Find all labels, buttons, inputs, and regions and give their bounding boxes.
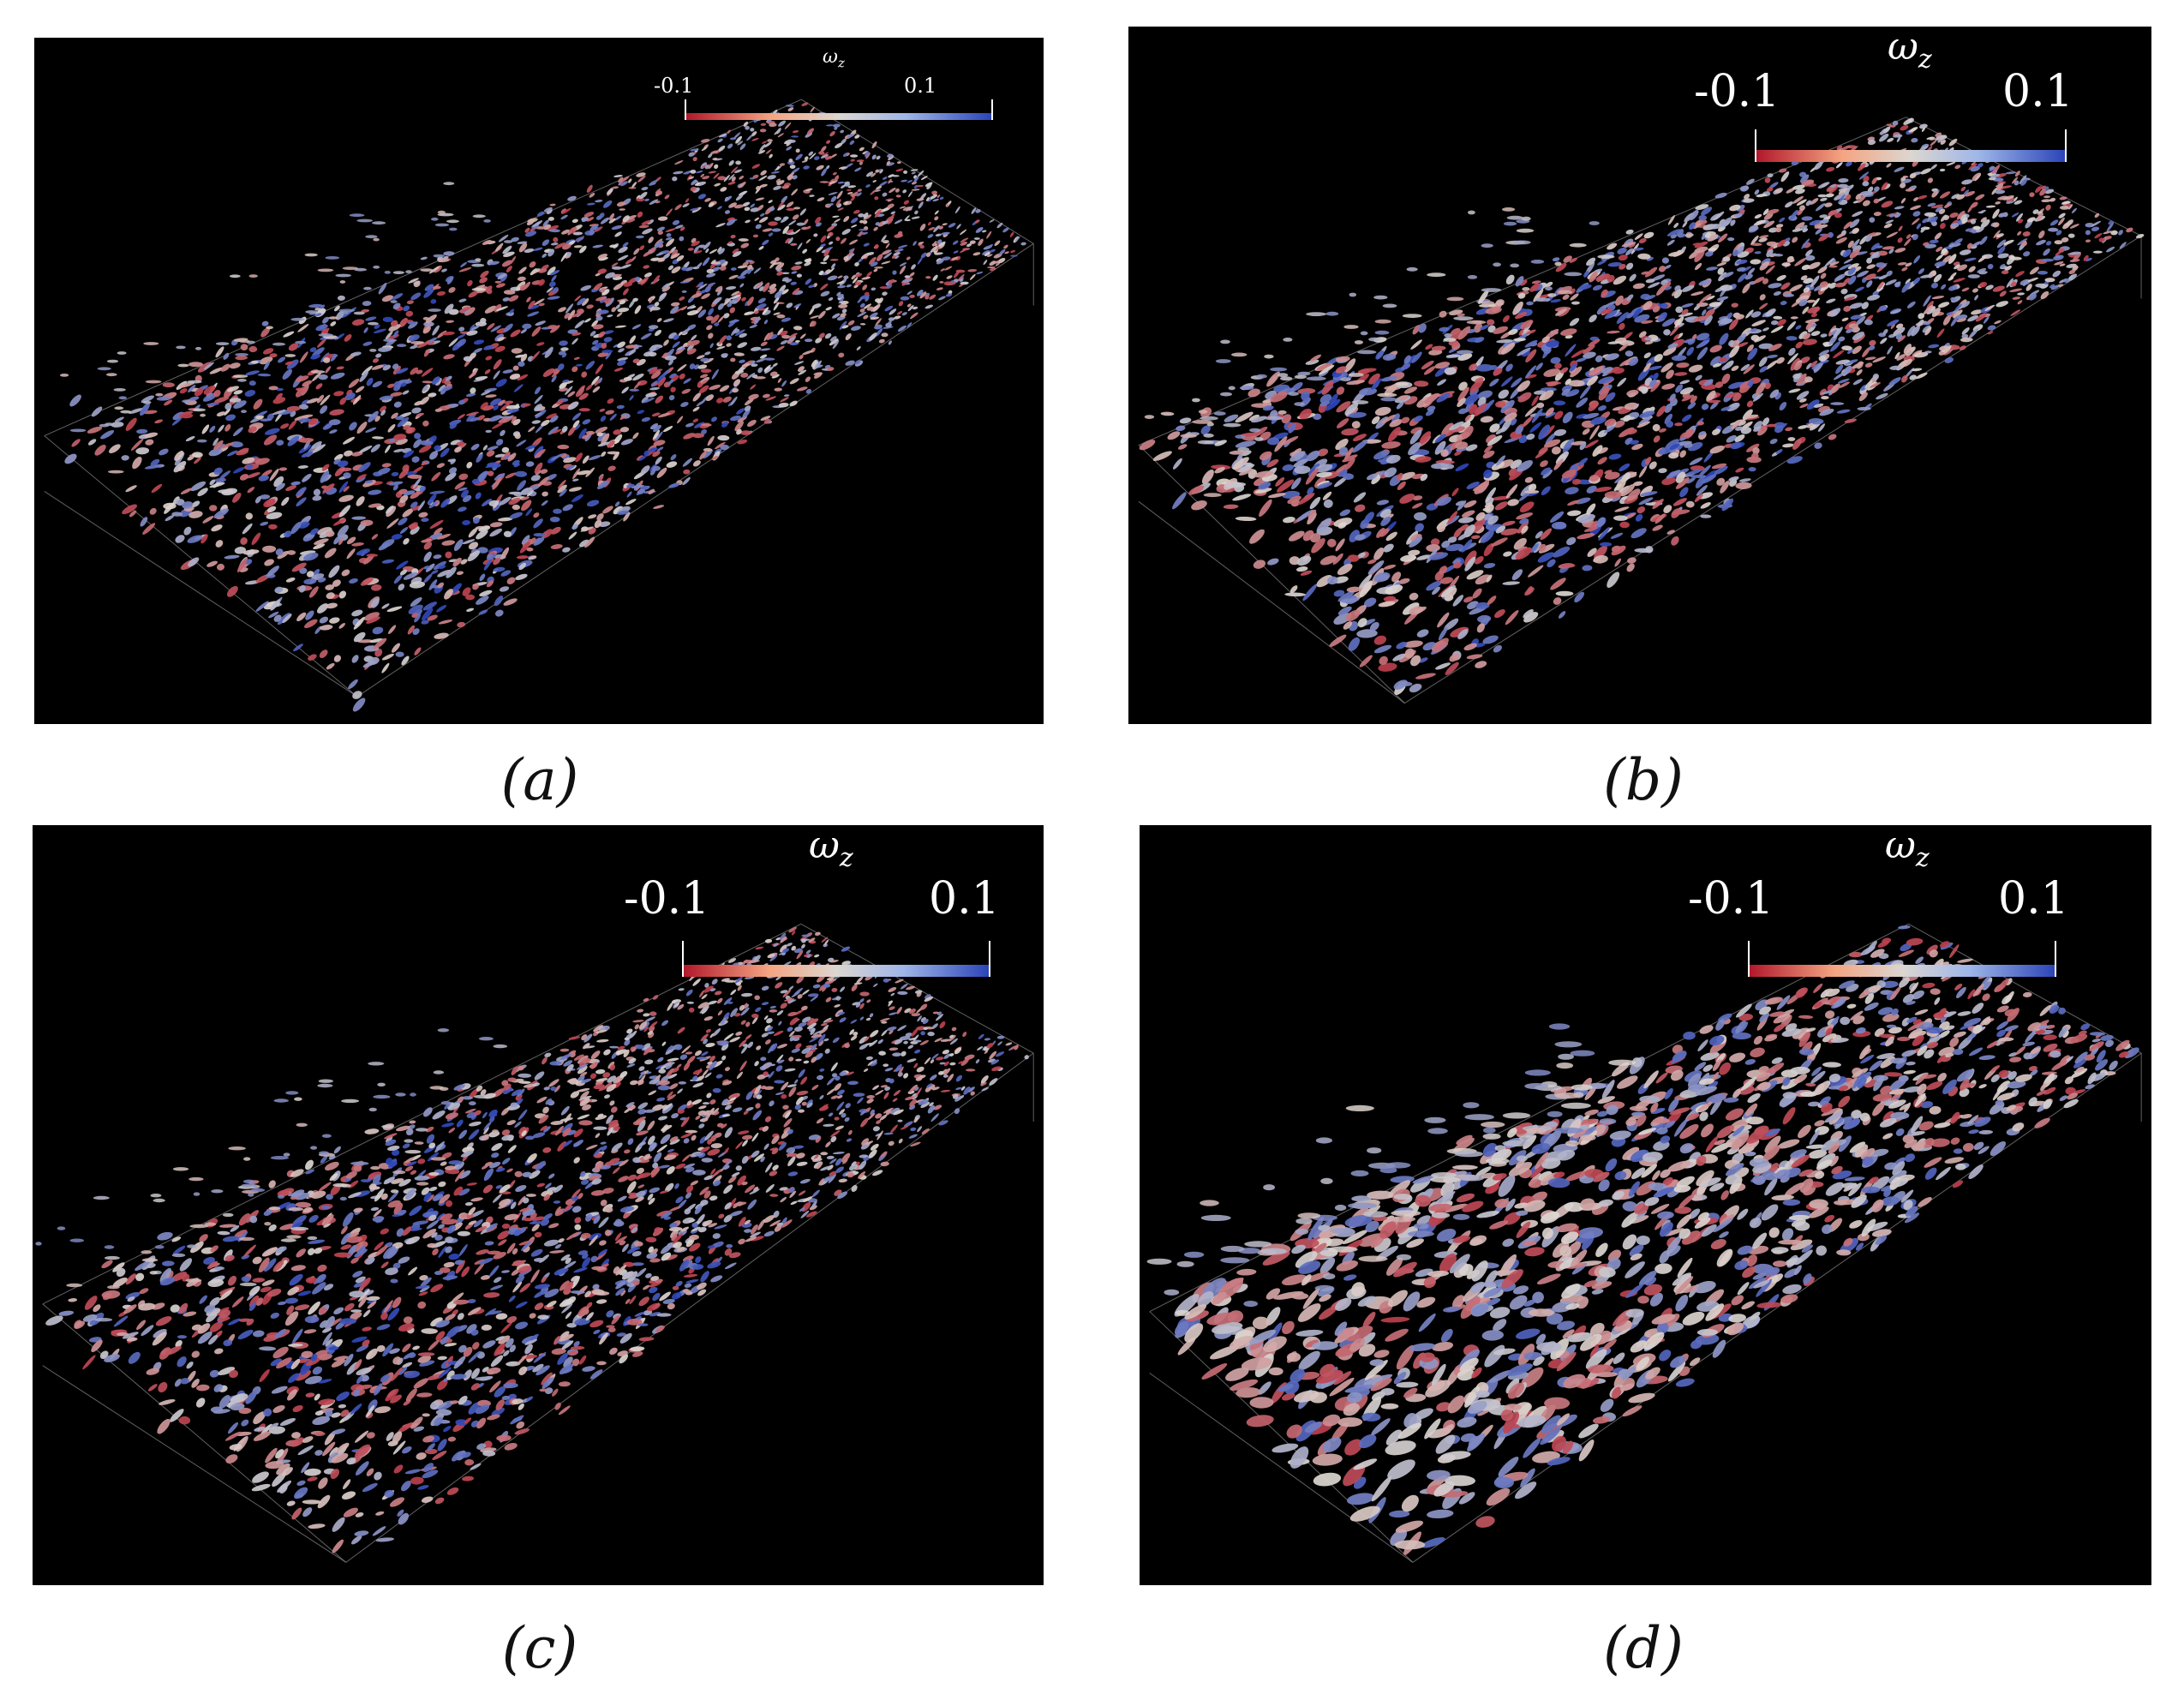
panel-b-colorbar: ωz -0.1 0.1 — [1694, 27, 2139, 181]
box-edge — [44, 435, 358, 697]
box-edge — [1412, 1052, 2142, 1563]
box-edge — [345, 1052, 1034, 1563]
vortex-structures — [35, 926, 1029, 1553]
panel-a-colorbar-title: ωz — [823, 46, 845, 71]
panel-d-colorbar: ωz -0.1 0.1 — [1688, 825, 2133, 988]
panel-a-colorbar: ωz -0.1 0.1 — [621, 46, 993, 149]
vortex-structures — [1146, 925, 2139, 1555]
panel-c-colorbar-min-label: -0.1 — [624, 873, 710, 925]
box-edge — [1138, 500, 1405, 703]
box-edge — [800, 923, 1034, 1054]
panel-c-caption: (c) — [501, 1615, 578, 1681]
panel-d-caption: (d) — [1603, 1615, 1684, 1681]
box-edge — [44, 491, 358, 697]
panel-a-caption: (a) — [500, 747, 579, 813]
panel-d-colorbar-max-label: 0.1 — [1998, 873, 2069, 925]
vortex-structures — [60, 102, 1026, 712]
panel-d-colorbar-min-label: -0.1 — [1688, 873, 1774, 925]
panel-d-colorbar-title: ωz — [1885, 825, 1930, 873]
panel-c-colorbar-max-label: 0.1 — [929, 873, 1000, 925]
box-edge — [44, 99, 802, 437]
panel-a-image: ωz -0.1 0.1 — [34, 38, 1044, 724]
box-edge — [42, 1365, 347, 1563]
panel-b-colorbar-bar — [1755, 129, 2067, 162]
panel-b-colorbar-title: ωz — [1888, 27, 1932, 75]
panel-d-image: ωz -0.1 0.1 — [1140, 825, 2151, 1585]
panel-a-colorbar-bar — [685, 99, 993, 120]
box-edge — [801, 99, 1034, 244]
vortex-structures — [1139, 117, 2145, 696]
panel-c-visualization — [35, 923, 1034, 1563]
box-edge — [1404, 235, 2142, 704]
panel-b-colorbar-max-label: 0.1 — [2002, 66, 2073, 117]
panel-b-caption: (b) — [1603, 747, 1684, 813]
box-edge — [356, 242, 1034, 697]
box-edge — [42, 923, 802, 1305]
panel-b-visualization — [1138, 117, 2145, 704]
panel-b-image: ωz -0.1 0.1 — [1128, 27, 2151, 724]
panel-c-image: ωz -0.1 0.1 — [33, 825, 1044, 1585]
box-edge — [1149, 1373, 1414, 1563]
panel-b-colorbar-min-label: -0.1 — [1694, 66, 1780, 117]
panel-a-colorbar-max-label: 0.1 — [904, 74, 937, 98]
panel-c-colorbar-bar — [682, 941, 990, 977]
panel-a-visualization — [44, 99, 1034, 712]
panel-d-colorbar-bar — [1748, 941, 2056, 977]
box-edge — [1138, 445, 1405, 703]
panel-a-colorbar-min-label: -0.1 — [654, 74, 694, 98]
panel-c-colorbar: ωz -0.1 0.1 — [589, 825, 1035, 988]
panel-c-colorbar-title: ωz — [809, 825, 853, 873]
panel-d-visualization — [1146, 923, 2142, 1563]
